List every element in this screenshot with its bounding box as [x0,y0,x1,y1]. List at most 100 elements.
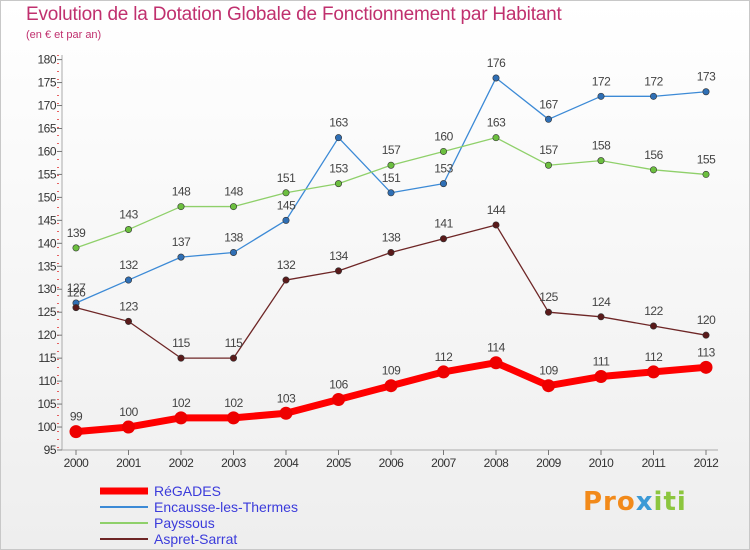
data-label-payssous: 157 [539,143,558,157]
data-label-payssous: 160 [434,129,453,143]
data-point-aspret-sarrat [230,354,238,362]
y-tick-label: 135 [37,259,56,273]
data-point-aspret-sarrat [125,317,133,325]
data-label-r-gades: 109 [539,364,558,378]
data-point-payssous [72,244,80,252]
data-label-aspret-sarrat: 132 [277,258,296,272]
data-point-r-gades [594,370,608,384]
data-label-r-gades: 109 [382,364,401,378]
data-label-aspret-sarrat: 115 [172,336,190,350]
x-tick-label: 2001 [116,456,142,470]
y-tick-label: 130 [37,282,56,296]
data-point-payssous [334,180,342,188]
data-point-r-gades [542,379,555,393]
legend-label: Aspret-Sarrat [154,531,238,547]
data-point-encausse-les-thermes [492,74,500,82]
data-point-r-gades [384,379,398,393]
data-label-payssous: 156 [644,148,663,162]
data-label-aspret-sarrat: 134 [329,249,348,263]
data-point-aspret-sarrat [387,249,395,257]
data-label-payssous: 163 [487,116,506,130]
y-tick-label: 125 [37,305,56,319]
data-point-aspret-sarrat [72,304,80,312]
data-point-encausse-les-thermes [387,189,395,197]
data-label-r-gades: 106 [329,377,348,391]
y-tick-label: 180 [37,53,56,67]
data-label-encausse-les-thermes: 163 [329,116,348,130]
data-label-encausse-les-thermes: 172 [644,74,663,88]
x-tick-label: 2005 [326,456,352,470]
data-label-encausse-les-thermes: 137 [172,235,191,249]
data-label-r-gades: 103 [277,391,296,405]
data-point-payssous [492,134,500,142]
series-line-aspret-sarrat [75,224,707,359]
data-point-aspret-sarrat [177,354,185,362]
data-point-r-gades [69,425,83,439]
data-point-aspret-sarrat [439,235,447,243]
data-label-aspret-sarrat: 124 [592,295,611,309]
x-tick-label: 2012 [694,456,720,470]
data-point-payssous [282,189,290,197]
data-label-encausse-les-thermes: 167 [539,97,558,111]
legend-swatch [100,522,148,524]
data-point-encausse-les-thermes [544,115,552,123]
data-label-r-gades: 111 [593,355,611,369]
legend-swatch [100,506,148,508]
data-label-payssous: 148 [172,185,191,199]
data-label-r-gades: 102 [172,396,191,410]
y-tick-label: 115 [38,351,56,365]
chart-subtitle: (en € et par an) [26,29,102,41]
data-point-encausse-les-thermes [597,92,605,100]
data-point-payssous [702,170,710,178]
data-label-encausse-les-thermes: 176 [487,56,506,70]
x-tick-label: 2010 [589,456,615,470]
y-tick-label: 175 [37,76,56,90]
data-point-aspret-sarrat [544,308,552,316]
y-tick-label: 140 [37,236,56,250]
data-label-r-gades: 99 [70,410,83,424]
data-point-r-gades [227,411,240,425]
data-point-r-gades [174,411,188,425]
data-label-payssous: 139 [67,226,86,240]
x-tick-label: 2007 [431,456,457,470]
y-tick-label: 160 [37,144,56,158]
data-label-payssous: 157 [382,143,401,157]
x-tick-label: 2000 [64,456,90,470]
data-label-r-gades: 102 [224,396,243,410]
data-point-payssous [125,226,133,234]
data-point-encausse-les-thermes [334,134,342,142]
data-label-payssous: 148 [224,185,243,199]
data-point-payssous [649,166,657,174]
data-label-encausse-les-thermes: 138 [224,231,243,245]
y-tick-label: 170 [37,99,56,113]
data-point-encausse-les-thermes [177,253,185,261]
x-tick-label: 2002 [169,456,195,470]
y-tick-label: 105 [37,397,56,411]
data-point-encausse-les-thermes [125,276,133,284]
proxiti-logo: Proxiti [583,487,687,517]
data-point-encausse-les-thermes [649,92,657,100]
legend-label: Encausse-les-Thermes [154,499,298,515]
data-point-aspret-sarrat [597,313,605,321]
x-tick-label: 2009 [536,456,562,470]
data-label-aspret-sarrat: 144 [487,203,506,217]
data-label-payssous: 155 [697,152,716,166]
data-label-aspret-sarrat: 126 [67,286,86,300]
data-label-encausse-les-thermes: 153 [434,162,453,176]
x-tick-label: 2004 [274,456,300,470]
data-point-aspret-sarrat [702,331,710,339]
data-point-payssous [177,203,185,211]
data-point-r-gades [489,356,503,370]
data-point-payssous [230,203,238,211]
data-point-aspret-sarrat [649,322,657,330]
data-label-r-gades: 100 [119,405,138,419]
data-label-r-gades: 114 [487,341,505,355]
data-point-encausse-les-thermes [282,216,290,224]
data-point-aspret-sarrat [334,267,342,275]
y-tick-label: 155 [37,167,56,181]
data-point-payssous [387,161,395,169]
legend-swatch [100,487,148,495]
data-point-encausse-les-thermes [439,180,447,188]
